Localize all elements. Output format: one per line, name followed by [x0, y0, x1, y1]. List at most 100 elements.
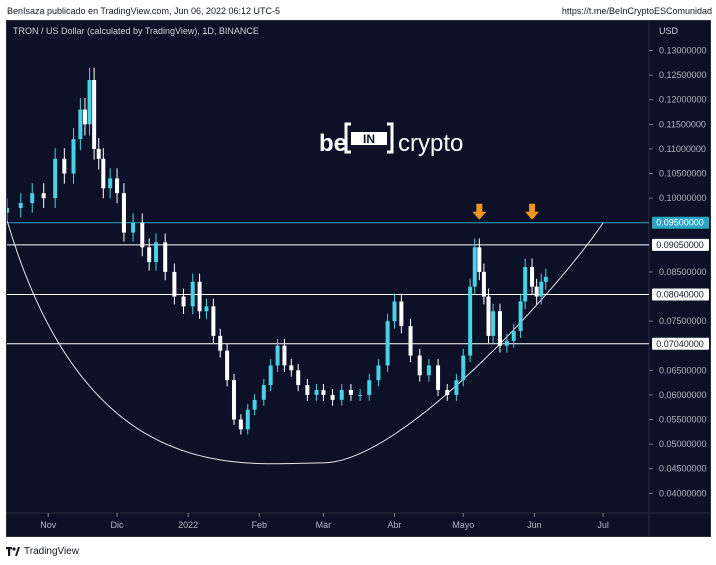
candle-body	[121, 193, 126, 233]
y-tick-label: 0.04000000	[659, 488, 707, 498]
y-tick-label: 0.11000000	[659, 144, 706, 154]
y-tick-label: 0.05000000	[659, 439, 707, 449]
candle-body	[172, 271, 177, 297]
watermark-in: IN	[363, 132, 375, 146]
price-label-box	[652, 216, 709, 229]
x-tick-label: Nov	[40, 520, 57, 530]
y-tick-label: 0.11500000	[659, 119, 706, 129]
candle-body	[461, 355, 466, 381]
cup-curve	[7, 220, 604, 465]
candle-body	[30, 193, 35, 204]
x-tick-label: Dic	[111, 520, 124, 530]
candle-body	[154, 242, 159, 263]
footer-brand[interactable]: TradingView	[6, 543, 79, 559]
y-tick-label: 0.07500000	[659, 316, 707, 326]
candle-body	[436, 365, 441, 390]
candle-body	[245, 409, 250, 430]
candle-body	[140, 222, 145, 248]
price-label-box	[652, 288, 709, 301]
candle-body	[96, 148, 101, 159]
x-tick-label: Mar	[316, 520, 332, 530]
candle-body	[445, 390, 450, 395]
down-arrow-icon	[525, 203, 540, 220]
candle-body	[426, 365, 431, 376]
x-tick-label: Jul	[597, 520, 609, 530]
candle-body	[78, 109, 83, 140]
price-chart: TRON / US Dollar (calculated by TradingV…	[7, 21, 710, 536]
price-label: 0.08040000	[656, 290, 704, 300]
candle-body	[417, 355, 422, 376]
y-tick-label: 0.04500000	[659, 464, 707, 474]
candle-body	[211, 306, 216, 336]
candle-body	[543, 276, 548, 282]
price-label-box	[652, 337, 709, 350]
candle-body	[385, 321, 390, 366]
currency-label: USD	[659, 26, 679, 36]
chart-title: TRON / US Dollar (calculated by TradingV…	[13, 26, 259, 36]
y-tick-label: 0.08500000	[659, 267, 707, 277]
candle-body	[534, 286, 539, 297]
candle-body	[454, 380, 459, 395]
candle-body	[231, 380, 236, 420]
candle-body	[238, 419, 243, 430]
candle-body	[108, 178, 113, 189]
candle-body	[518, 301, 523, 331]
candle-body	[181, 296, 186, 307]
candle-body	[275, 345, 280, 366]
candle-body	[7, 207, 9, 213]
candle-body	[539, 281, 544, 297]
candle-body	[218, 335, 223, 351]
chart-panel[interactable]: TRON / US Dollar (calculated by TradingV…	[6, 20, 711, 537]
candle-body	[101, 158, 106, 189]
candle-body	[87, 80, 92, 125]
price-label: 0.07040000	[656, 339, 704, 349]
candle-body	[163, 242, 168, 272]
y-tick-label: 0.06000000	[659, 390, 707, 400]
down-arrow-icon	[472, 203, 487, 220]
candle-body	[204, 306, 209, 312]
y-tick-label: 0.13000000	[659, 46, 707, 56]
candle-body	[252, 399, 257, 410]
candle-body	[491, 311, 496, 336]
watermark-in-box	[351, 132, 387, 145]
candle-body	[392, 301, 397, 322]
candle-body	[530, 267, 535, 287]
candle-body	[504, 340, 509, 346]
candle-body	[190, 281, 195, 307]
price-label-box	[652, 238, 709, 251]
candle-body	[41, 193, 46, 199]
candle-body	[225, 350, 230, 381]
y-tick-label: 0.10500000	[659, 169, 707, 179]
x-tick-label: 2022	[178, 520, 198, 530]
candle-body	[408, 326, 413, 356]
x-tick-label: Jun	[527, 520, 542, 530]
price-label: 0.09050000	[656, 240, 704, 250]
footer-brand-label: TradingView	[24, 545, 80, 557]
watermark-bracket-icon	[344, 122, 394, 154]
x-tick-label: Mayo	[452, 520, 474, 530]
candle-body	[197, 281, 202, 312]
candle-body	[92, 80, 97, 149]
candle-body	[305, 385, 310, 395]
candle-body	[289, 365, 294, 371]
candle-body	[261, 385, 266, 400]
candle-body	[468, 286, 473, 356]
candle-body	[399, 301, 404, 327]
y-tick-label: 0.12000000	[659, 95, 707, 105]
community-link[interactable]: https://t.me/BeInCryptoESComunidad	[561, 6, 712, 16]
candle-body	[296, 370, 301, 386]
price-label: 0.09500000	[656, 218, 704, 228]
candle-body	[358, 394, 363, 396]
candle-body	[330, 394, 335, 400]
candle-body	[477, 247, 482, 272]
x-tick-label: Abr	[387, 520, 401, 530]
candle-body	[486, 296, 491, 336]
candle-body	[18, 203, 23, 208]
candle-body	[53, 158, 58, 199]
header-bar: BenIsaza publicado en TradingView.com, J…	[0, 0, 716, 20]
x-tick-label: Feb	[251, 520, 267, 530]
candle-body	[472, 247, 477, 287]
candle-body	[523, 267, 528, 302]
watermark-be: be	[319, 130, 347, 157]
watermark-crypto: crypto	[398, 130, 463, 157]
